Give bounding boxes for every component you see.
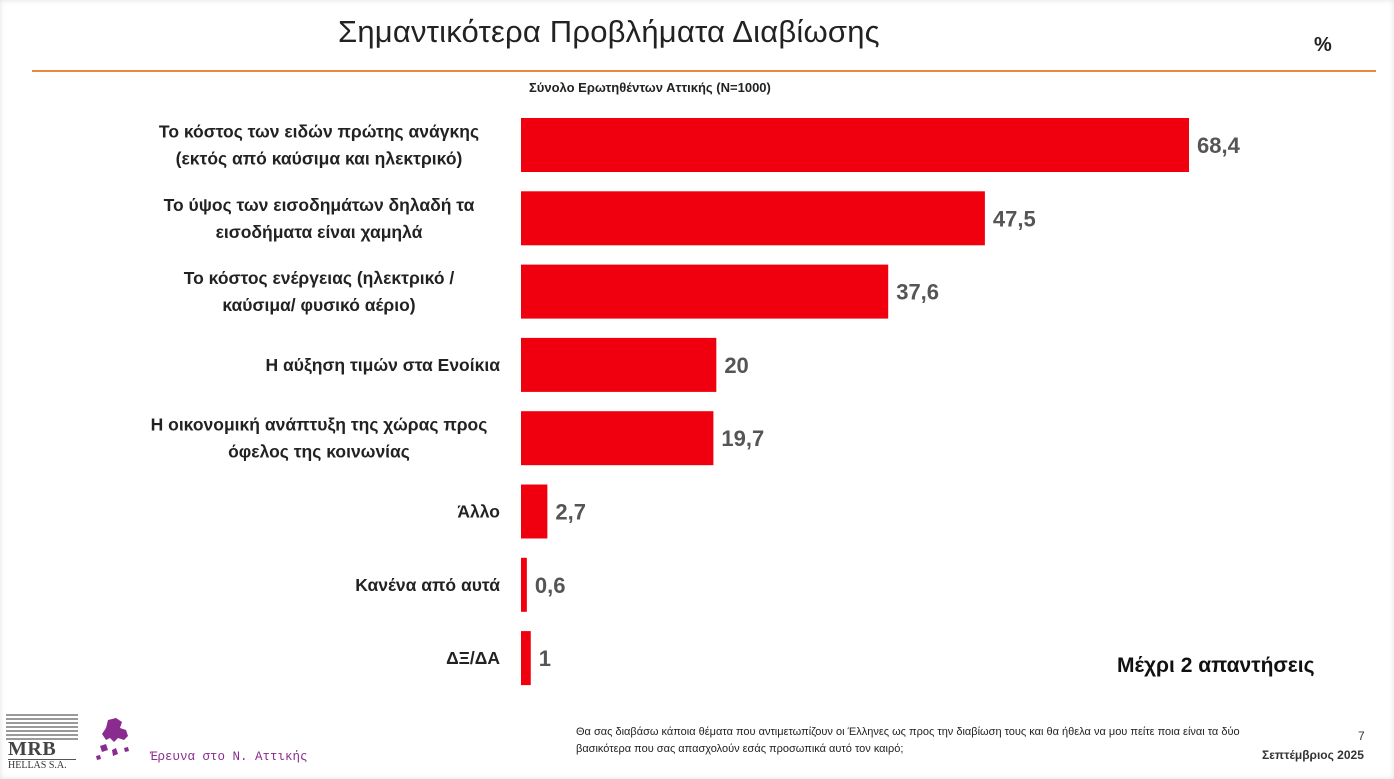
bar-7 xyxy=(521,631,531,686)
region-caption: Έρευνα στο Ν. Αττικής xyxy=(150,750,308,764)
category-label-5: Άλλο xyxy=(457,502,500,522)
value-label-2: 37,6 xyxy=(896,280,939,305)
bar-3 xyxy=(521,337,717,392)
title-divider xyxy=(32,70,1376,72)
logo-subtext: HELLAS S.A. xyxy=(8,759,76,771)
value-label-3: 20 xyxy=(724,353,748,378)
answers-note: Μέχρι 2 απαντήσεις xyxy=(1117,654,1315,677)
category-label-3: Η αύξηση τιμών στα Ενοίκια xyxy=(266,355,501,376)
value-label-1: 47,5 xyxy=(993,206,1036,231)
bar-1 xyxy=(521,191,985,246)
bar-5 xyxy=(521,484,548,539)
survey-question: Θα σας διαβάσω κάποια θέματα που αντιμετ… xyxy=(576,726,1240,755)
bar-0 xyxy=(521,118,1189,172)
value-label-6: 0,6 xyxy=(535,573,566,598)
value-label-7: 1 xyxy=(539,646,551,671)
attica-map-icon xyxy=(96,718,129,760)
category-label-1: Το ύψος των εισοδημάτων δηλαδή τα εισοδήμ… xyxy=(164,195,475,242)
category-label-2: Το κόστος ενέργειας (ηλεκτρικό / καύσιμα/… xyxy=(184,268,455,315)
logo-text: MRB xyxy=(8,738,57,760)
category-label-7: ΔΞ/ΔΑ xyxy=(446,648,500,668)
bar-6 xyxy=(521,557,527,612)
bar-2 xyxy=(521,264,889,319)
page-number: 7 xyxy=(1358,729,1365,743)
value-label-4: 19,7 xyxy=(721,426,764,451)
unit-label: % xyxy=(1314,34,1332,56)
category-label-4: Η οικονομική ανάπτυξη της χώρας προς όφελ… xyxy=(151,415,488,462)
survey-date: Σεπτέμβριος 2025 xyxy=(1262,748,1364,762)
logo-stripes xyxy=(6,714,78,740)
category-label-0: Το κόστος των ειδών πρώτης ανάγκης (εκτός… xyxy=(159,122,479,169)
mrb-logo: MRB HELLAS S.A. xyxy=(6,714,78,771)
value-label-5: 2,7 xyxy=(555,500,586,525)
chart-subtitle: Σύνολο Ερωτηθέντων Αττικής (N=1000) xyxy=(529,80,771,95)
chart-title: Σημαντικότερα Προβλήματα Διαβίωσης xyxy=(338,14,880,49)
category-label-6: Κανένα από αυτά xyxy=(355,575,500,595)
value-label-0: 68,4 xyxy=(1197,133,1241,158)
bar-4 xyxy=(521,411,714,466)
